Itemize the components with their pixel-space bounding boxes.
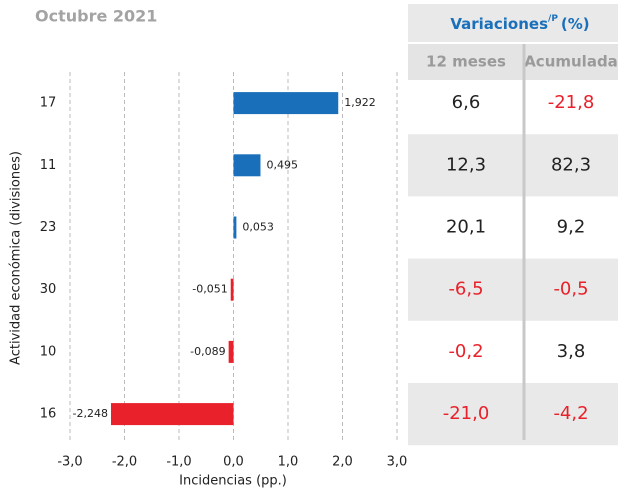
table-cell: 6,6 xyxy=(452,92,481,113)
table-cell: 3,8 xyxy=(557,341,586,362)
table-cell: -0,5 xyxy=(553,279,588,300)
table-cell: 20,1 xyxy=(446,217,486,238)
table-cell: 12,3 xyxy=(446,154,486,175)
value-label: 0,495 xyxy=(266,158,298,171)
value-label: -0,089 xyxy=(190,345,225,358)
table-col-header-bg xyxy=(408,44,618,80)
table-row-bg xyxy=(408,258,618,321)
y-tick-label: 11 xyxy=(40,158,57,173)
table-col-header: 12 meses xyxy=(426,53,506,71)
bar xyxy=(233,92,339,115)
table-title-main: Variaciones xyxy=(450,15,548,33)
bar xyxy=(230,278,234,301)
table-row-bg xyxy=(408,134,618,197)
table-cell: -4,2 xyxy=(553,403,588,424)
table-row-bg xyxy=(408,383,618,446)
table-cell: 9,2 xyxy=(557,217,586,238)
x-tick-label: -2,0 xyxy=(112,455,137,470)
y-tick-label: 17 xyxy=(40,96,57,111)
table-col-header: Acumulada xyxy=(524,53,618,71)
table-title-sup: /P xyxy=(548,14,558,24)
table-cell: -6,5 xyxy=(448,279,483,300)
x-tick-label: -1,0 xyxy=(166,455,191,470)
table-cell: -21,0 xyxy=(443,403,490,424)
table-title: Variaciones/P (%) xyxy=(450,14,589,33)
y-tick-label: 10 xyxy=(40,344,57,359)
bar xyxy=(233,154,261,177)
bar xyxy=(110,403,234,426)
x-tick-label: 1,0 xyxy=(278,455,299,470)
value-label: 0,053 xyxy=(242,221,273,234)
x-tick-label: -3,0 xyxy=(57,455,82,470)
bar xyxy=(228,340,234,363)
y-tick-label: 30 xyxy=(40,282,57,297)
table-header-bg xyxy=(408,4,618,42)
x-tick-label: 0,0 xyxy=(223,455,244,470)
value-label: 1,922 xyxy=(344,96,376,109)
bar xyxy=(233,216,237,239)
y-tick-label: 23 xyxy=(40,220,57,235)
x-tick-label: 2,0 xyxy=(332,455,353,470)
y-axis-label: Actividad económica (divisiones) xyxy=(9,151,24,365)
x-tick-label: 3,0 xyxy=(387,455,408,470)
value-label: -0,051 xyxy=(192,283,227,296)
table-cell: 82,3 xyxy=(551,154,591,175)
y-tick-label: 16 xyxy=(40,407,57,422)
table-title-unit: (%) xyxy=(561,15,590,33)
table-cell: -21,8 xyxy=(548,92,595,113)
table-cell: -0,2 xyxy=(448,341,483,362)
x-axis-label: Incidencias (pp.) xyxy=(179,474,287,488)
value-label: -2,248 xyxy=(73,407,108,420)
chart-title: Octubre 2021 xyxy=(35,7,157,26)
